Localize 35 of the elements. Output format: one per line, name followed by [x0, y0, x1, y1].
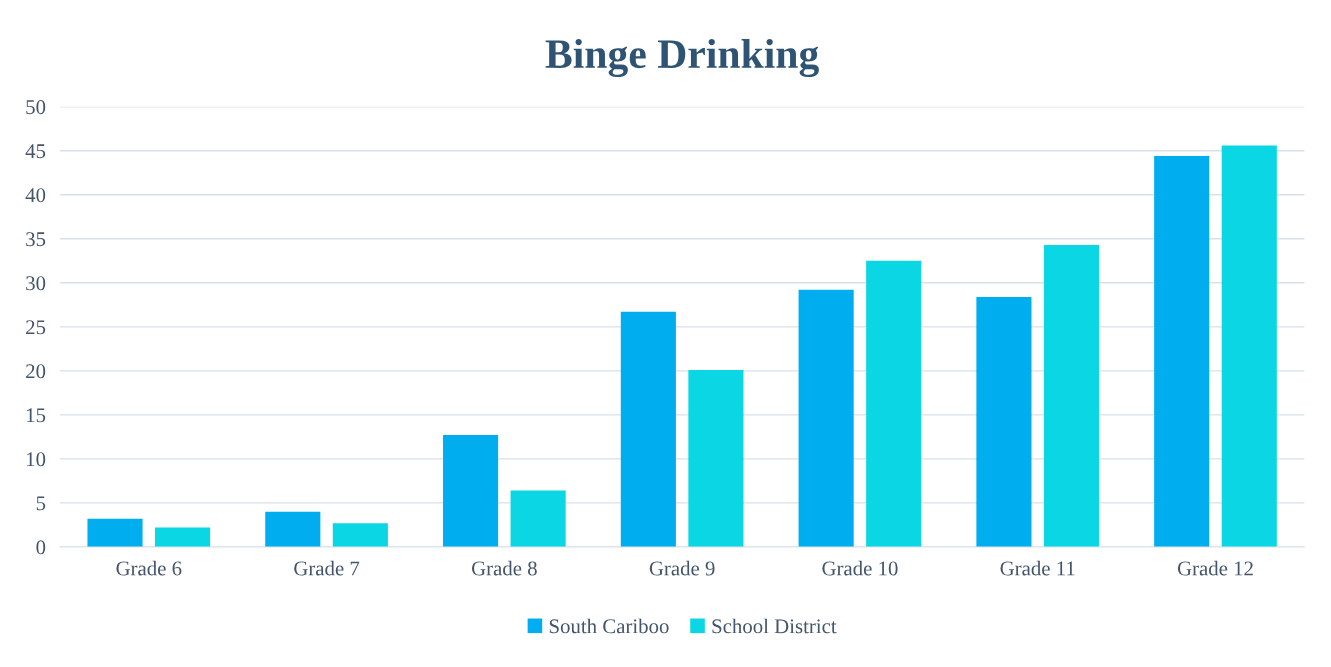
bar	[265, 511, 321, 547]
x-tick-label: Grade 7	[294, 560, 360, 576]
y-tick-label: 0	[36, 540, 46, 555]
y-tick-label: 30	[26, 276, 46, 291]
legend-label: South Cariboo	[549, 618, 669, 634]
x-tick-label: Grade 9	[649, 560, 715, 576]
y-tick-label: 35	[26, 232, 46, 247]
bar	[1043, 244, 1100, 547]
y-tick-label: 5	[36, 496, 46, 511]
x-tick-label: Grade 11	[1000, 560, 1075, 576]
y-tick-label: 20	[26, 364, 46, 379]
bar	[866, 260, 922, 547]
bar	[1221, 145, 1277, 547]
y-tick-label: 40	[25, 188, 46, 203]
chart-title: Binge Drinking	[545, 38, 819, 78]
bar	[510, 490, 566, 547]
x-tick-label: Grade 6	[116, 560, 182, 576]
bar	[976, 296, 1032, 547]
bar	[443, 435, 499, 547]
bar	[1154, 156, 1210, 547]
bar	[155, 527, 211, 547]
y-tick-label: 10	[27, 452, 46, 467]
bar	[798, 289, 854, 547]
bar	[332, 523, 388, 547]
bar	[620, 311, 676, 547]
y-tick-label: 45	[25, 144, 46, 159]
x-tick-label: Grade 12	[1177, 560, 1253, 576]
y-tick-label: 15	[27, 408, 46, 423]
y-tick-label: 50	[26, 100, 46, 115]
bar	[87, 518, 143, 547]
x-tick-label: Grade 8	[471, 560, 537, 576]
legend-label: School District	[712, 618, 837, 634]
x-tick-label: Grade 10	[822, 560, 898, 576]
bar	[688, 369, 744, 547]
y-tick-label: 25	[26, 320, 46, 335]
